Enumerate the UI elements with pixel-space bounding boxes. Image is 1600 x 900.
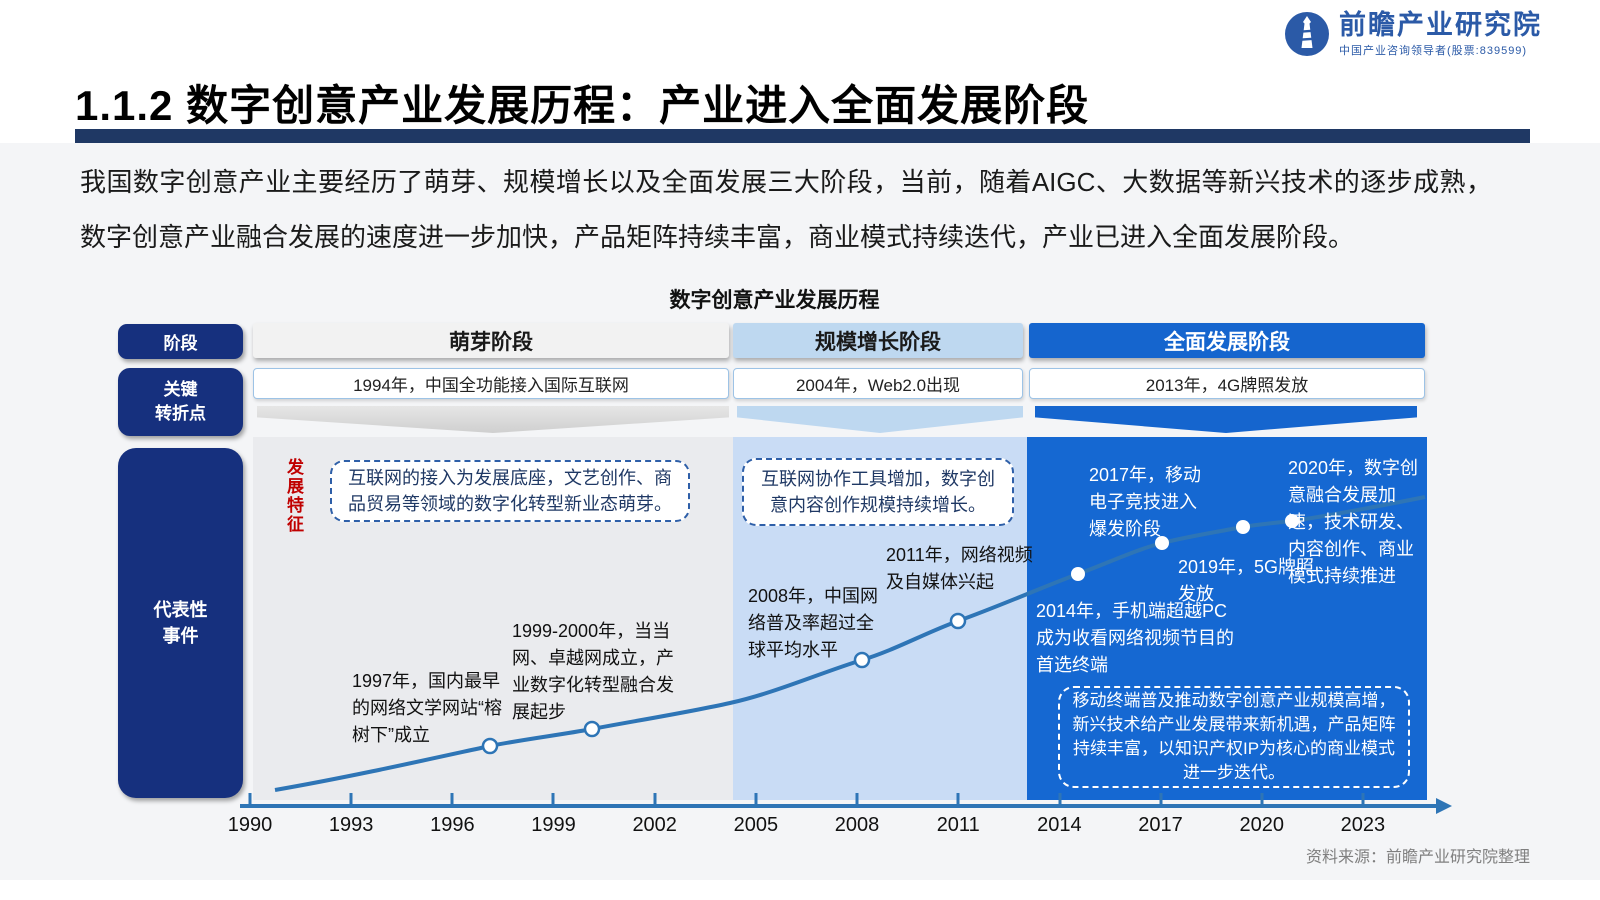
axis-year: 2020 xyxy=(1239,814,1284,836)
axis-year-labels: 1990 1993 1996 1999 2002 2005 2008 2011 2014 2017… xyxy=(215,814,1398,837)
turning-point-2013: 2013年，4G牌照发放 xyxy=(1029,368,1425,399)
logo-text: 前瞻产业研究院 中国产业咨询领导者(股票:839599) xyxy=(1339,10,1542,58)
feature-box-stage-2: 互联网协作工具增加，数字创意内容创作规模持续增长。 xyxy=(742,458,1014,526)
row-label-stage: 阶段 xyxy=(118,324,243,359)
axis-year: 1993 xyxy=(328,814,374,836)
axis-year: 1990 xyxy=(227,814,273,836)
event-2017: 2017年，移动电子竞技进入爆发阶段 xyxy=(1089,465,1202,539)
event-1999-2000: 1999-2000年，当当网、卓越网成立，产业数字化转型融合发展起步 xyxy=(512,621,674,722)
page-title: 1.1.2 数字创意产业发展历程：产业进入全面发展阶段 xyxy=(75,82,1090,129)
logo-tagline: 中国产业咨询领导者(股票:839599) xyxy=(1339,45,1528,57)
source-note: 资料来源：前瞻产业研究院整理 xyxy=(1305,849,1530,866)
intro-paragraph: 我国数字创意产业主要经历了萌芽、规模增长以及全面发展三大阶段，当前，随着AIGC… xyxy=(80,167,1492,252)
axis-year: 2014 xyxy=(1037,814,1082,836)
feature-box-stage-1: 互联网的接入为发展底座，文艺创作、商品贸易等领域的数字化转型新业态萌芽。 xyxy=(330,460,690,522)
row-label-turning-points: 关键 转折点 xyxy=(118,368,243,436)
axis-year: 2017 xyxy=(1138,814,1183,836)
event-2014: 2014年，手机端超越PC 成为收看网络视频节目的首选终端 xyxy=(1036,601,1234,675)
axis-year: 2002 xyxy=(632,814,677,836)
stage-header-germination: 萌芽阶段 xyxy=(253,323,729,358)
event-2011: 2011年，网络视频及自媒体兴起 xyxy=(886,545,1033,592)
axis-year: 1996 xyxy=(430,814,475,836)
axis-year: 1999 xyxy=(531,814,576,836)
turning-point-2004: 2004年，Web2.0出现 xyxy=(733,368,1023,399)
diagram-title: 数字创意产业发展历程 xyxy=(669,289,880,312)
logo-name: 前瞻产业研究院 xyxy=(1339,10,1542,40)
summary-callout-stage-3: 移动终端普及推动数字创意产业规模高增，新兴技术给产业发展带来新机遇，产品矩阵持续… xyxy=(1058,686,1410,788)
stage-header-full-development: 全面发展阶段 xyxy=(1029,323,1425,358)
event-1997: 1997年，国内最早的网络文学网站“榕树下”成立 xyxy=(352,671,502,745)
axis-year: 2023 xyxy=(1340,814,1386,836)
axis-year: 2011 xyxy=(936,814,980,836)
axis-year: 2008 xyxy=(834,814,880,836)
turning-point-1994: 1994年，中国全功能接入国际互联网 xyxy=(253,368,729,399)
event-2020: 2020年，数字创意融合发展加速，技术研发、内容创作、商业模式持续推进 xyxy=(1288,458,1419,586)
row-label-representative-events: 代表性 事件 xyxy=(118,448,243,798)
axis-year: 2005 xyxy=(733,814,779,836)
title-divider-bar xyxy=(75,129,1530,143)
stage-header-scale-growth: 规模增长阶段 xyxy=(733,323,1023,358)
logo: 前瞻产业研究院 中国产业咨询领导者(股票:839599) xyxy=(1283,10,1542,63)
event-2008: 2008年，中国网络普及率超过全球平均水平 xyxy=(748,586,879,660)
lighthouse-logo-icon xyxy=(1283,10,1331,63)
row-label-development-features: 发 展 特 征 xyxy=(287,458,304,534)
